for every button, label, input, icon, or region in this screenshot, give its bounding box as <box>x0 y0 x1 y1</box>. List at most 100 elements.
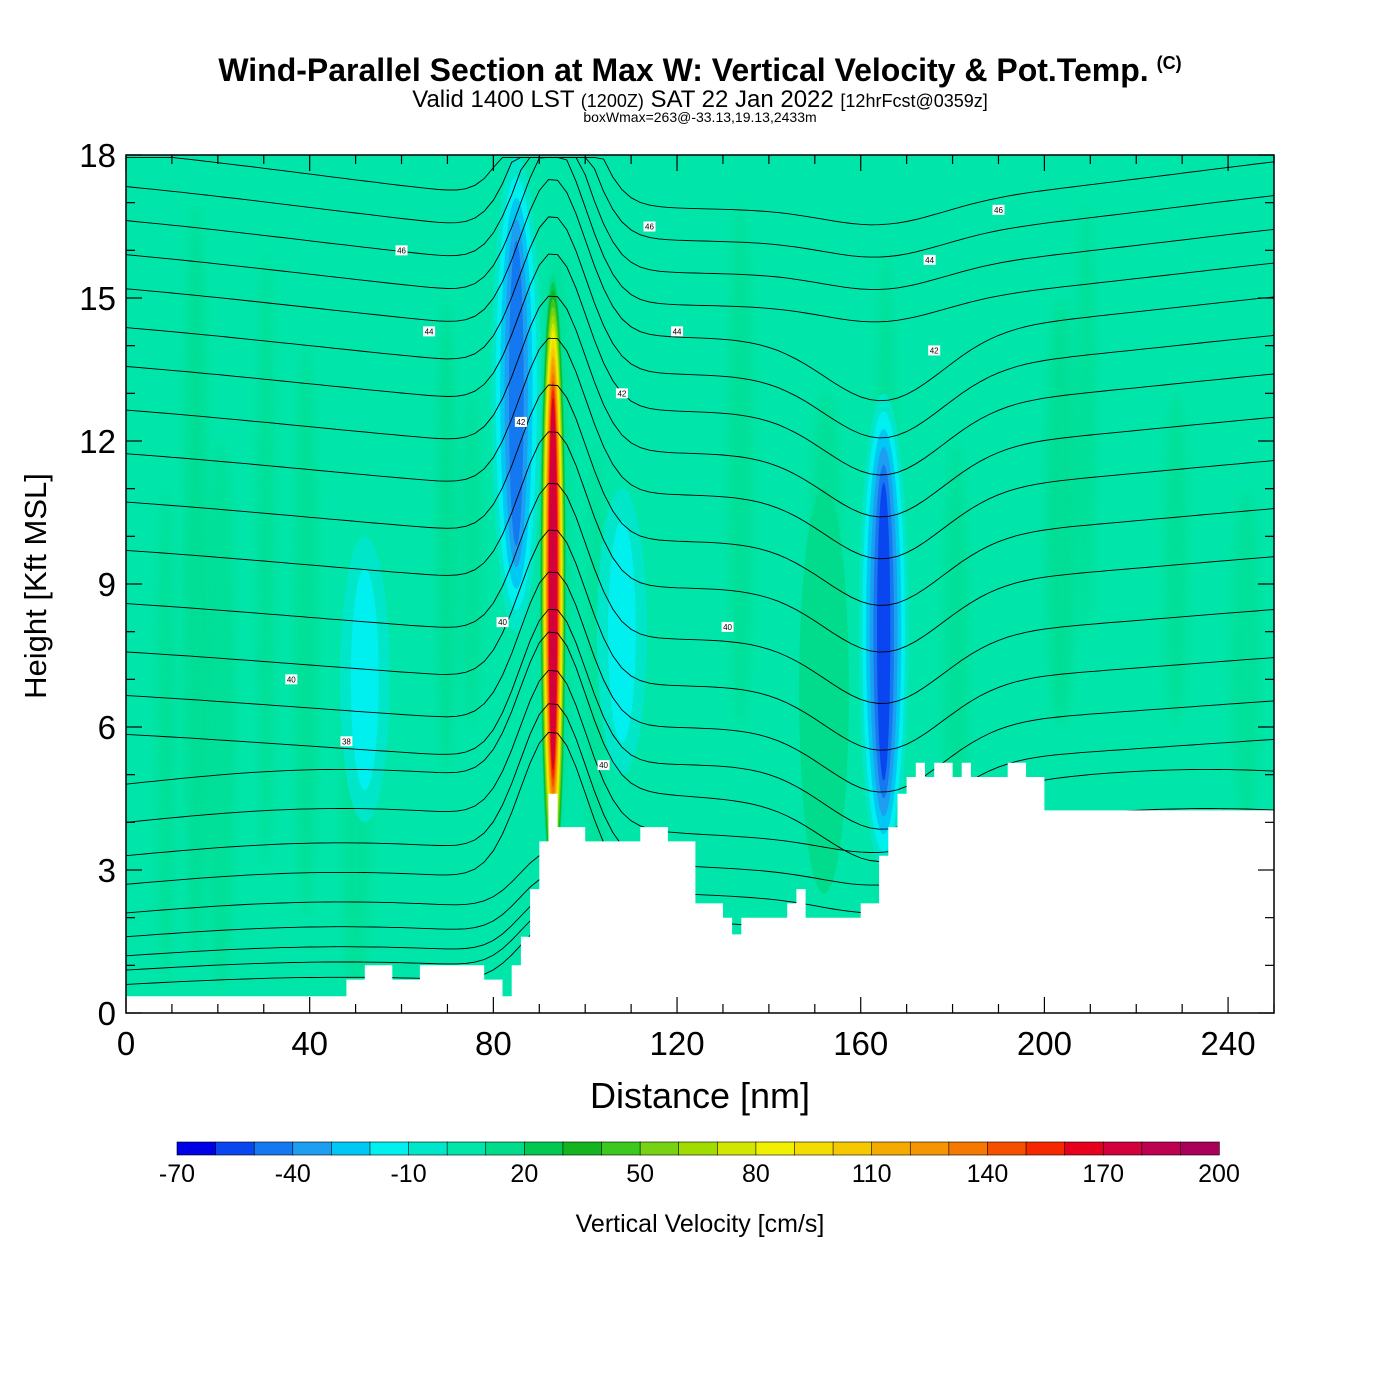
valid-time: Valid 1400 LST (1200Z) SAT 22 Jan 2022 [… <box>0 86 1400 114</box>
colorbar-segment <box>755 1141 796 1156</box>
contour-label-bg <box>671 326 684 337</box>
field-streak <box>459 393 483 727</box>
x-tick-label: 200 <box>1017 1025 1072 1062</box>
colorbar-segment <box>562 1141 603 1156</box>
contour-label: 40 <box>285 674 298 685</box>
x-tick-label: 80 <box>475 1025 512 1062</box>
field-streak <box>1164 393 1188 727</box>
contour-label-text: 44 <box>925 256 934 265</box>
contour-label-text: 40 <box>599 761 608 770</box>
y-axis: 0 3 6 9 12 15 18 <box>79 137 1274 1032</box>
colorbar-segment <box>292 1141 333 1156</box>
colorbar-segment <box>485 1141 526 1156</box>
contour-label: 46 <box>992 204 1005 215</box>
colorbar-tick-label: -40 <box>275 1160 311 1188</box>
contour-label-text: 42 <box>516 418 525 427</box>
contour-label-text: 44 <box>425 327 434 336</box>
isentrope <box>126 179 1274 402</box>
field-streak <box>206 440 236 990</box>
downdraft-cell <box>339 536 390 823</box>
contour-label: 42 <box>514 416 527 427</box>
contour-label-text: 42 <box>930 346 939 355</box>
colorbar-segment <box>794 1141 834 1156</box>
field-streak <box>1292 203 1310 680</box>
field-streak <box>257 250 275 870</box>
x-axis: 0 40 80 120 160 200 240 <box>117 155 1275 1062</box>
field-streak <box>1324 346 1348 727</box>
isentrope <box>126 482 1274 704</box>
field-streak <box>1231 488 1261 823</box>
contour-label-text: 40 <box>723 623 732 632</box>
downdraft-cell <box>491 155 542 632</box>
terrain-mask <box>126 762 1274 1013</box>
contour-label-bg <box>496 617 509 628</box>
valid-zulu: (1200Z) <box>580 91 644 111</box>
y-tick-label: 9 <box>98 566 116 603</box>
contour-label-bg <box>395 245 408 256</box>
isentrope <box>126 156 1274 226</box>
field-streak <box>1077 202 1095 632</box>
updraft-cell <box>799 488 849 894</box>
isentrope <box>126 608 1274 830</box>
isentrope <box>126 295 1274 518</box>
y-tick-label: 0 <box>98 995 116 1032</box>
colorbar-tick-label: 80 <box>742 1160 770 1188</box>
colorbar-tick-label: -10 <box>390 1160 426 1188</box>
colorbar-segment <box>369 1141 410 1156</box>
x-tick-label: 0 <box>117 1025 135 1062</box>
contour-label: 38 <box>340 736 353 747</box>
contour-label-text: 40 <box>287 675 296 684</box>
copyright-mark: (C) <box>1156 53 1182 74</box>
valid-date: SAT 22 Jan 2022 <box>650 86 834 113</box>
isentrope <box>126 631 1274 862</box>
isentrope <box>126 384 1274 606</box>
contour-label: 40 <box>597 760 610 771</box>
contour-label: 44 <box>671 326 684 337</box>
field-streak <box>184 202 208 966</box>
contour-label-bg <box>928 345 941 356</box>
colorbar-segment <box>1141 1141 1182 1156</box>
colorbar-segment <box>987 1141 1027 1156</box>
contour-label-text: 46 <box>645 223 654 232</box>
downdraft-cell <box>596 488 647 775</box>
plot-area: 46 46 46 44 44 44 42 42 42 40 40 40 40 38 <box>126 155 1348 1013</box>
colorbar-segment <box>601 1141 641 1156</box>
colorbar-segment <box>253 1141 294 1156</box>
contour-label: 40 <box>721 621 734 632</box>
y-axis-label: Height [Kft MSL] <box>18 473 53 699</box>
contour-label-bg <box>285 674 298 685</box>
isentrope <box>126 253 1274 476</box>
isentrope <box>126 571 1274 793</box>
colorbar-tick-label: 20 <box>510 1160 538 1188</box>
isentrope <box>126 156 1274 323</box>
y-tick-label: 12 <box>79 423 116 460</box>
contour-label-bg <box>615 388 628 399</box>
y-tick-label: 18 <box>79 137 116 174</box>
downdraft-level <box>350 568 379 791</box>
colorbar-tick-label: -70 <box>159 1160 195 1188</box>
colorbar-tick-label: 200 <box>1198 1160 1240 1188</box>
updraft-cell <box>540 274 567 894</box>
colorbar-segment <box>909 1141 950 1156</box>
contour-label: 42 <box>615 388 628 399</box>
colorbar-segment <box>639 1141 680 1156</box>
colorbar-segment <box>1102 1141 1143 1156</box>
colorbar-tick-label: 50 <box>626 1160 654 1188</box>
y-tick-label: 15 <box>79 280 116 317</box>
chart-title-text: Wind-Parallel Section at Max W: Vertical… <box>218 52 1149 88</box>
isentrope <box>126 216 1274 439</box>
isentrope <box>126 156 1274 258</box>
contour-label-bg <box>923 254 936 265</box>
contour-label-bg <box>514 416 527 427</box>
colorbar-segment <box>678 1141 718 1156</box>
colorbar-segment <box>1180 1141 1220 1156</box>
x-tick-label: 120 <box>650 1025 705 1062</box>
colorbar-segment <box>871 1141 911 1156</box>
field-streak <box>944 441 968 870</box>
colorbar-segment <box>832 1141 873 1156</box>
contour-label: 44 <box>923 254 936 265</box>
contour-label-bg <box>721 621 734 632</box>
colorbar: -70 -40 -10 20 50 80 110 140 170 200 <box>159 1141 1240 1188</box>
colorbar-tick-label: 170 <box>1082 1160 1124 1188</box>
